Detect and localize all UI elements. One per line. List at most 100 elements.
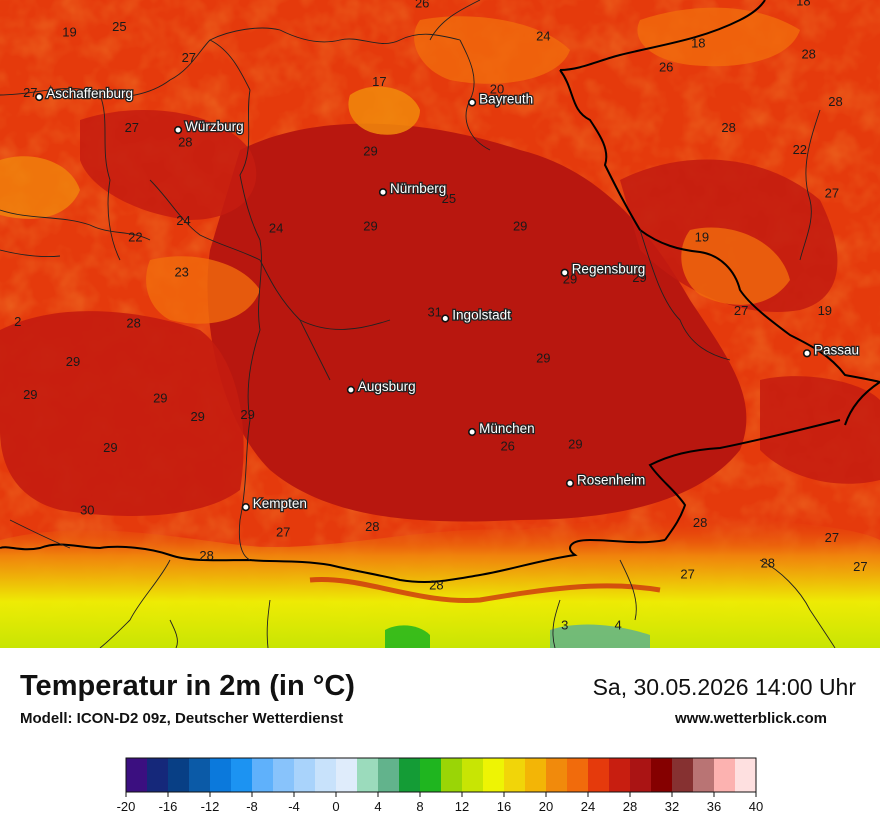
temperature-value: 28: [126, 316, 140, 331]
temperature-value: 18: [796, 0, 810, 9]
temperature-value: 29: [363, 144, 377, 159]
temperature-value: 22: [793, 142, 807, 157]
temperature-value: 29: [23, 387, 37, 402]
temperature-value: 29: [513, 219, 527, 234]
map-footer: Temperatur in 2m (in °C) Modell: ICON-D2…: [0, 648, 880, 830]
model-info: Modell: ICON-D2 09z, Deutscher Wetterdie…: [20, 710, 344, 727]
temperature-value: 19: [818, 303, 832, 318]
city-marker: [35, 92, 44, 102]
legend-color-step: [546, 758, 568, 792]
city-marker: [174, 125, 183, 135]
website-link[interactable]: www.wetterblick.com: [675, 710, 827, 727]
legend-color-step: [714, 758, 736, 792]
legend-color-step: [399, 758, 421, 792]
legend-tick-label: 36: [707, 799, 721, 814]
cool-patch-north-2: [414, 16, 570, 84]
legend-color-step: [609, 758, 631, 792]
temperature-value: 18: [691, 36, 705, 51]
temperature-value: 29: [568, 437, 582, 452]
temperature-value: 28: [761, 556, 775, 571]
legend-color-step: [231, 758, 253, 792]
temperature-value: 28: [365, 519, 379, 534]
legend-color-step: [252, 758, 274, 792]
temperature-value: 4: [614, 618, 621, 633]
temperature-value: 27: [276, 524, 290, 539]
temperature-value: 24: [269, 221, 283, 236]
city-label: Aschaffenburg: [46, 86, 133, 101]
temperature-value: 27: [734, 303, 748, 318]
temperature-value: 30: [80, 502, 94, 517]
temperature-value: 28: [429, 577, 443, 592]
temperature-value: 29: [632, 270, 646, 285]
temperature-value: 24: [536, 28, 550, 43]
city-label: Kempten: [253, 496, 307, 511]
legend-tick-label: -4: [288, 799, 300, 814]
temperature-value: 28: [178, 134, 192, 149]
legend-tick-label: -20: [117, 799, 136, 814]
legend-color-step: [168, 758, 190, 792]
legend-color-step: [336, 758, 358, 792]
forecast-datetime: Sa, 30.05.2026 14:00 Uhr: [592, 674, 856, 700]
temperature-value: 27: [825, 186, 839, 201]
temperature-value: 28: [199, 548, 213, 563]
cool-patch-west: [146, 256, 260, 324]
legend-tick-label: 28: [623, 799, 637, 814]
cool-patch-northeast: [637, 7, 800, 67]
legend-color-step: [378, 758, 400, 792]
city-marker: [802, 349, 812, 358]
cool-patch-north: [348, 86, 420, 135]
legend-color-step: [294, 758, 316, 792]
map-title: Temperatur in 2m (in °C): [20, 670, 355, 702]
temperature-value: 26: [415, 0, 429, 10]
city-label: München: [479, 421, 535, 436]
temperature-values: 2618192524182827261720282727202828222927…: [14, 0, 867, 633]
legend-color-step: [420, 758, 442, 792]
temperature-value: 29: [240, 407, 254, 422]
temperature-value: 28: [693, 515, 707, 530]
temperature-value: 29: [103, 440, 117, 455]
legend-tick-label: 32: [665, 799, 679, 814]
city-marker: [468, 98, 477, 107]
legend-color-step: [315, 758, 337, 792]
legend-color-step: [651, 758, 673, 792]
temperature-value: 22: [128, 230, 142, 245]
city-label: Bayreuth: [479, 92, 533, 107]
city-marker: [441, 314, 450, 323]
city-label: Würzburg: [185, 119, 244, 134]
alpine-green-patch: [550, 624, 650, 648]
city-markers: Aschaffenburg Würzburg Bayreuth Nürnberg Reg…: [35, 85, 860, 512]
legend-frame: [125, 757, 757, 793]
legend-color-step: [273, 758, 295, 792]
legend-color-step: [588, 758, 610, 792]
city-marker: [241, 503, 250, 512]
temperature-value: 27: [125, 120, 139, 135]
legend-color-step: [357, 758, 379, 792]
city-marker: [468, 427, 477, 437]
legend-color-step: [189, 758, 211, 792]
temperature-value: 27: [23, 85, 37, 100]
legend-color-step: [441, 758, 463, 792]
city-marker: [565, 479, 575, 488]
city-label: Rosenheim: [577, 472, 645, 487]
cool-patch-east: [681, 227, 790, 305]
city-marker: [346, 385, 356, 395]
color-legend: -20 -16 -12 -8 -4 0 4 8 12 16 20 24 28 32 36 40: [117, 757, 763, 814]
temperature-value: 23: [174, 264, 188, 279]
legend-color-step: [504, 758, 526, 792]
temperature-value: 29: [363, 219, 377, 234]
legend-tick-label: 20: [539, 799, 553, 814]
legend-tick-label: 12: [455, 799, 469, 814]
temperature-value: 20: [490, 81, 504, 96]
district-borders: [0, 0, 836, 648]
city-label: Passau: [814, 342, 859, 357]
temperature-value: 29: [66, 354, 80, 369]
city-label: Regensburg: [572, 262, 646, 277]
legend-color-step: [567, 758, 589, 792]
hot-core-area: [207, 123, 747, 522]
temperature-value: 28: [828, 94, 842, 109]
legend-tick-label: -16: [159, 799, 178, 814]
temperature-value: 27: [853, 559, 867, 574]
temperature-value: 27: [825, 530, 839, 545]
alpine-ridge-hot: [309, 576, 661, 604]
cool-patch-far-west: [0, 156, 80, 219]
